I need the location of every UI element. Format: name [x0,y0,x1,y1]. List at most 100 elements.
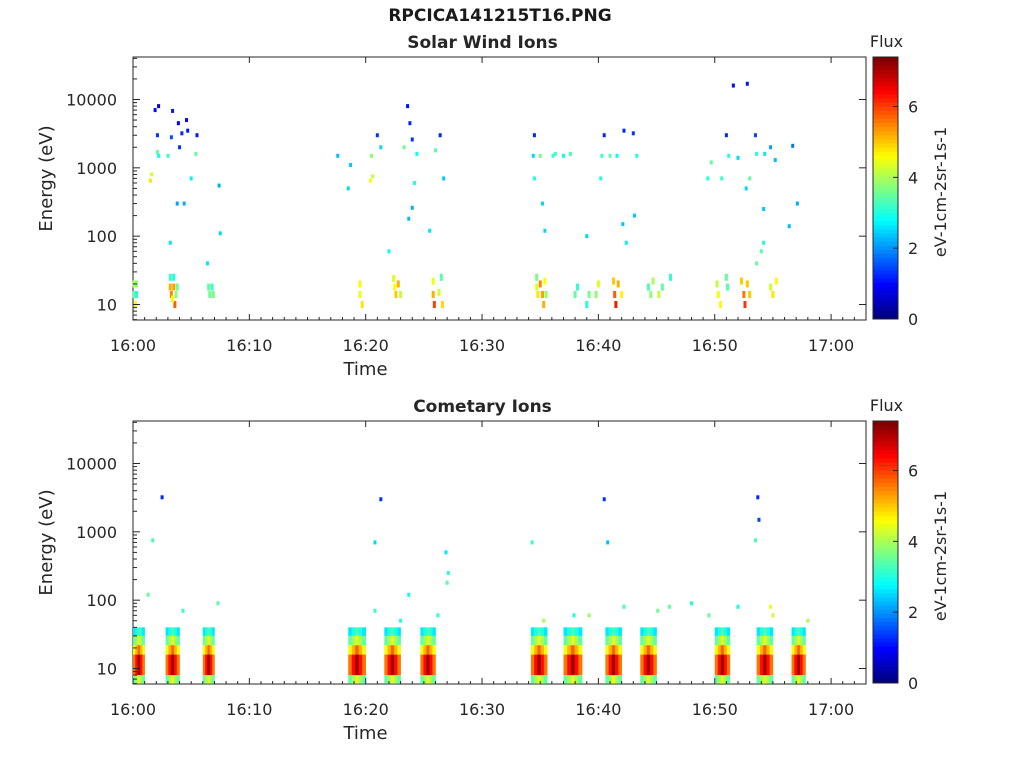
data-cell [218,231,222,236]
band-cell [212,654,215,676]
band-cell [358,645,363,655]
band-cell [173,627,178,636]
colorbar-segment [873,564,898,569]
band-cell [653,635,657,646]
data-cell [585,301,589,308]
band-cell [543,635,548,646]
band-cell [139,635,143,646]
data-cell [368,178,372,183]
band-cell [423,627,427,636]
x-tick-label: 16:30 [459,700,505,719]
band-cell [605,635,609,646]
band-cell [387,635,392,646]
band-cell [578,645,583,655]
data-cell [166,153,170,158]
band-cell [646,635,651,646]
colorbar-segment [873,511,898,516]
band-cell [756,635,761,646]
data-cell [771,613,775,618]
band-cell [756,675,761,684]
band-cell [426,635,430,646]
band-cell [797,627,801,636]
data-cell [726,283,730,291]
band-cell [207,645,211,655]
band-cell [423,675,427,684]
band-cell [794,675,798,684]
colorbar-segment [873,57,898,62]
band-cell [759,635,764,646]
data-cell [616,280,620,288]
band-cell [534,627,538,636]
band-cell [611,675,616,684]
band-cell [168,675,172,684]
colorbar-segment [873,159,898,164]
band-cell [802,635,806,646]
band-cell [570,675,575,684]
colorbar-segment [873,662,898,668]
colorbar-segment [873,155,898,160]
colorbar-segment [873,273,898,279]
band-cell [173,675,178,684]
colorbar-segment [873,61,898,66]
band-cell [171,635,175,646]
band-cell [794,635,798,646]
x-tick-label: 16:40 [575,700,621,719]
band-cell [534,635,538,646]
colorbar-segment [873,294,898,300]
band-cell [171,645,175,655]
panel-cometary-ions: Cometary Ions 16:00 16:10 16:20 16:30 16:40 16… [36,396,950,744]
data-cell [205,261,209,266]
data-cell [543,228,547,233]
band-cell [615,645,619,655]
data-cell [153,108,157,113]
x-tick-label: 16:50 [692,700,738,719]
colorbar-segment [873,642,898,647]
band-cell [209,627,213,636]
colorbar-segment [873,200,898,205]
band-cell [759,675,764,684]
data-cell [431,291,435,299]
data-cell [532,133,536,138]
band-cell [799,675,804,684]
band-cell [173,635,178,646]
colorbar-segment [873,224,898,230]
band-cell [429,654,433,676]
colorbar-segment [873,208,898,214]
x-tick-label: 16:00 [110,700,156,719]
data-cell [720,176,724,181]
colorbar-segment [873,654,898,659]
band-cell [168,654,172,676]
colorbar-segment [873,613,898,618]
band-cell [791,627,795,636]
band-cell [530,645,535,655]
band-cell [797,675,801,684]
band-cell [640,645,644,655]
band-cell [390,675,395,684]
band-cell [209,675,213,684]
band-cell [574,635,579,646]
data-cell [724,133,728,138]
band-cell [646,645,651,655]
band-cell [537,627,541,636]
band-cell [137,635,141,646]
data-cell [544,291,548,299]
band-cell [420,635,424,646]
band-cell [646,627,651,636]
band-cell [362,627,366,636]
band-cell [714,635,719,646]
data-cell [432,301,436,308]
data-cell [551,153,555,158]
colorbar-segment [873,449,898,455]
data-cell [379,145,383,150]
colorbar-segment [873,568,898,573]
data-cell [169,135,173,140]
data-cell [585,234,589,239]
data-cell [646,283,650,291]
band-cell [791,635,795,646]
band-cell [168,645,172,655]
data-cell [806,618,810,623]
x-tick-label: 16:50 [692,336,738,355]
band-cell [530,654,535,676]
data-cell [787,224,791,229]
data-cell [434,148,438,153]
